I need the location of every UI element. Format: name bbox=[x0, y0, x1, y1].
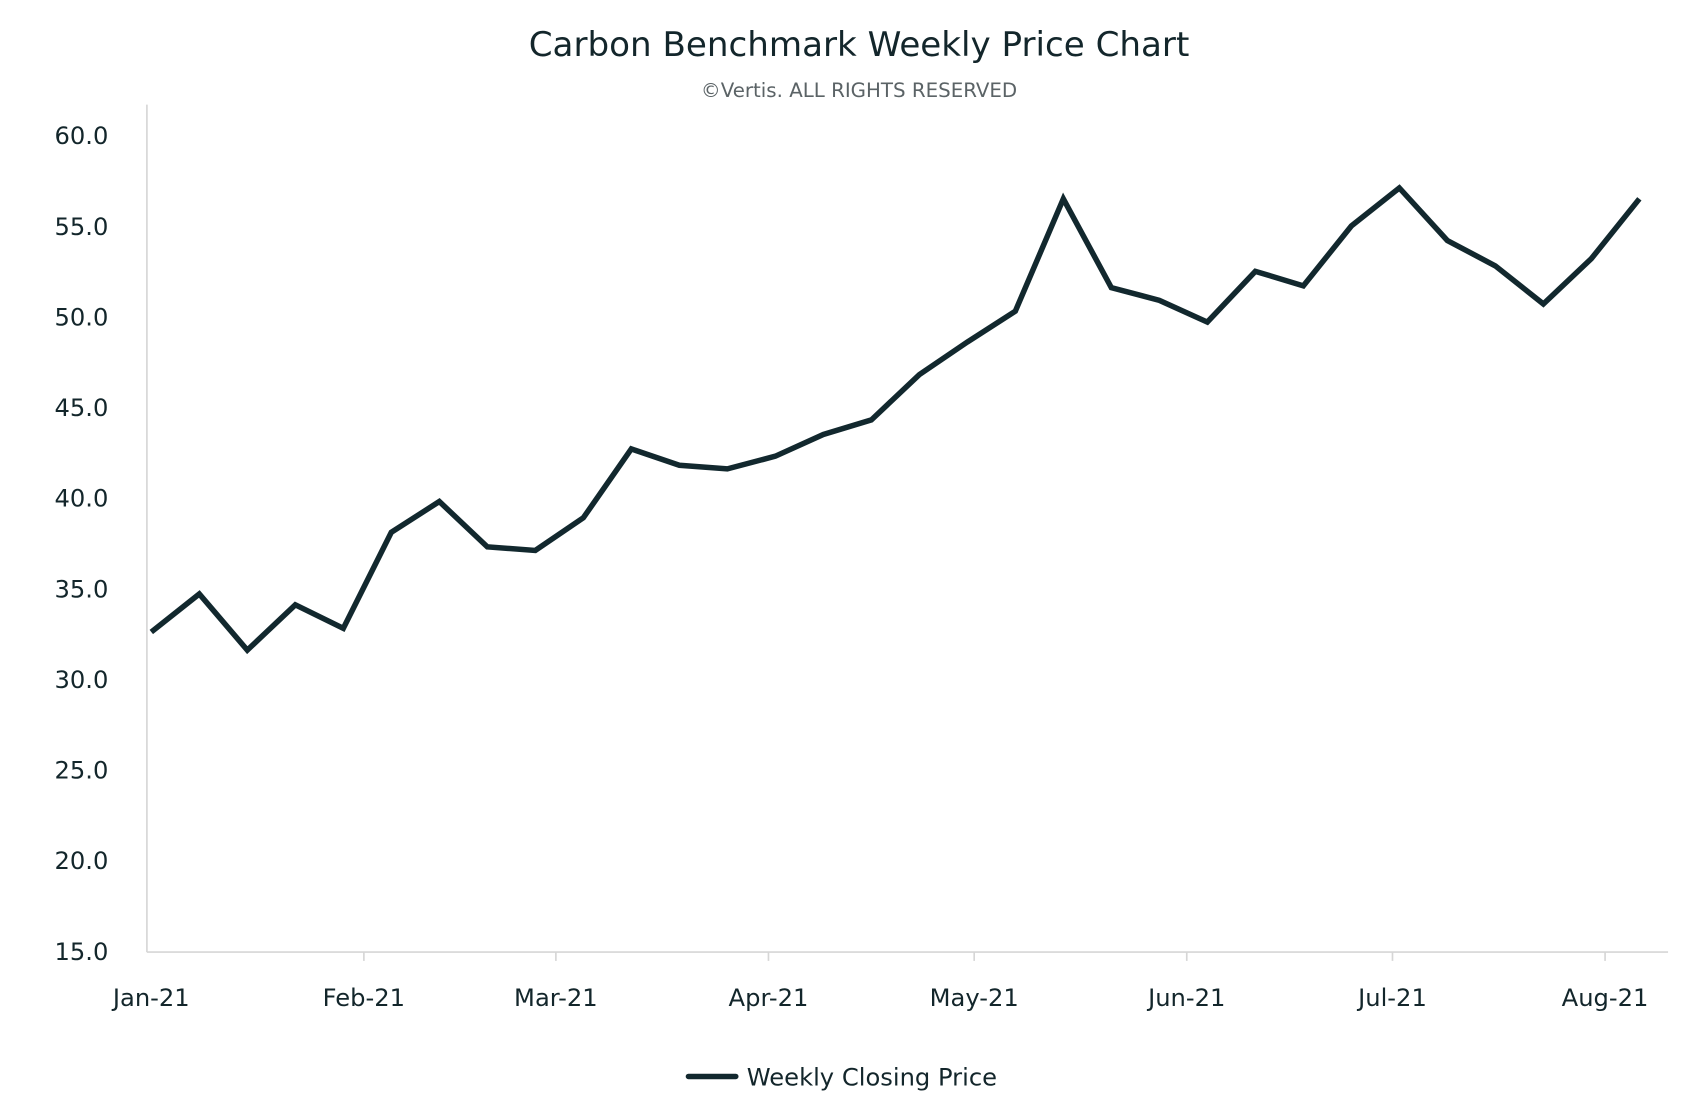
y-tick-label: 35.0 bbox=[54, 575, 108, 603]
x-tick-label: Jul-21 bbox=[1356, 984, 1427, 1012]
y-tick-label: 45.0 bbox=[54, 394, 108, 422]
x-axis-ticks: Jan-21 Feb-21 Mar-21 Apr-21 May-21 Jun-21 Jul-… bbox=[111, 952, 1649, 1012]
x-tick-label: Apr-21 bbox=[729, 984, 809, 1012]
chart-title: Carbon Benchmark Weekly Price Chart bbox=[529, 25, 1190, 65]
y-tick-label: 20.0 bbox=[54, 847, 108, 875]
y-tick-label: 30.0 bbox=[54, 666, 108, 694]
legend-label: Weekly Closing Price bbox=[747, 1063, 997, 1091]
y-tick-label: 40.0 bbox=[54, 485, 108, 513]
x-tick-label: Aug-21 bbox=[1562, 984, 1649, 1012]
y-tick-label: 25.0 bbox=[54, 757, 108, 785]
series-line bbox=[149, 184, 1642, 655]
chart-subtitle: ©Vertis. ALL RIGHTS RESERVED bbox=[701, 79, 1017, 102]
series-group bbox=[149, 184, 1642, 655]
y-tick-label: 50.0 bbox=[54, 303, 108, 331]
x-tick-label: Mar-21 bbox=[514, 984, 598, 1012]
y-tick-label: 55.0 bbox=[54, 213, 108, 241]
x-tick-label: Feb-21 bbox=[323, 984, 405, 1012]
y-tick-label: 15.0 bbox=[54, 938, 108, 966]
y-axis-ticks: 15.0 20.0 25.0 30.0 35.0 40.0 45.0 50.0 55.0 60.0 bbox=[54, 122, 108, 966]
y-tick-label: 60.0 bbox=[54, 122, 108, 150]
x-tick-label: Jun-21 bbox=[1146, 984, 1225, 1012]
legend: Weekly Closing Price bbox=[685, 1063, 997, 1091]
x-tick-label: Jan-21 bbox=[111, 984, 190, 1012]
x-tick-label: May-21 bbox=[930, 984, 1019, 1012]
